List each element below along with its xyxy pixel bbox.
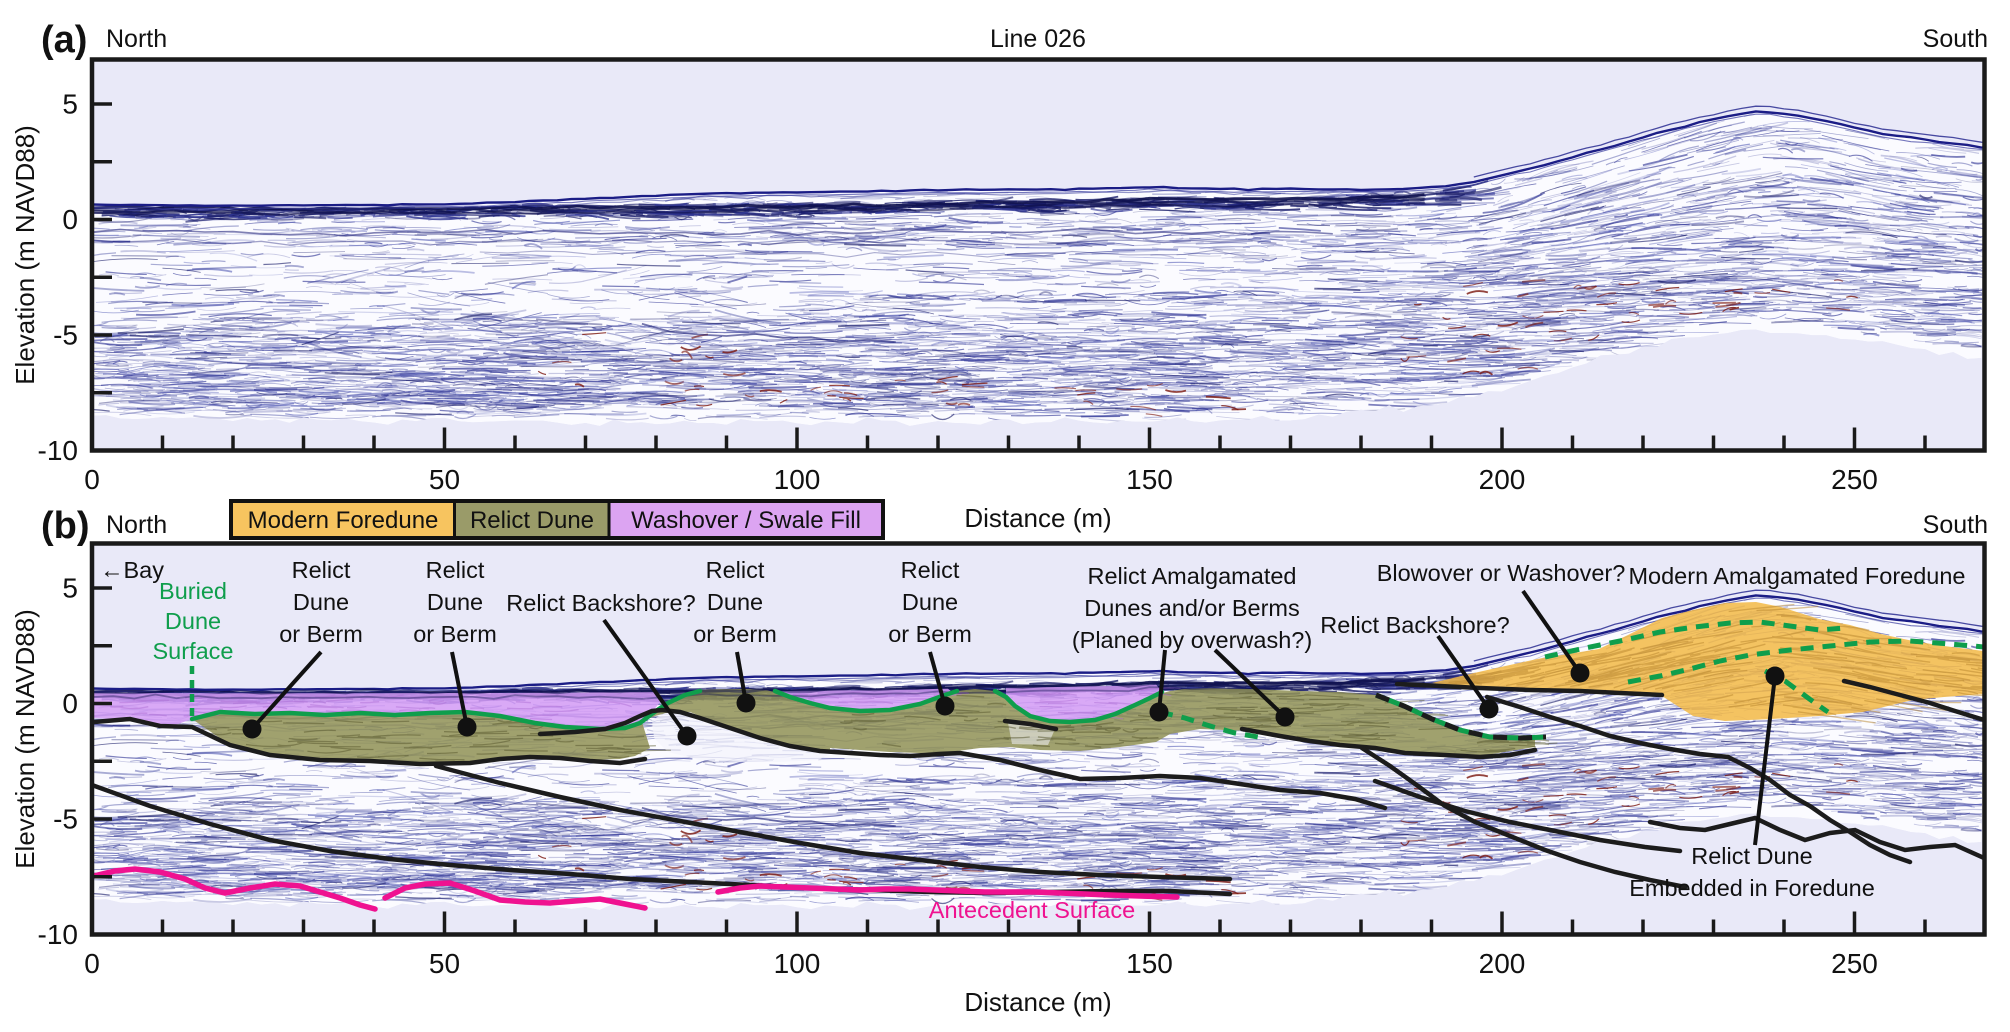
svg-text:or Berm: or Berm [279, 621, 363, 647]
svg-text:Relict Backshore?: Relict Backshore? [506, 590, 695, 616]
svg-text:0: 0 [84, 464, 100, 495]
svg-text:50: 50 [429, 464, 460, 495]
svg-text:-5: -5 [53, 803, 78, 834]
svg-text:Dune: Dune [902, 589, 958, 615]
svg-text:50: 50 [429, 948, 460, 979]
svg-text:Relict Backshore?: Relict Backshore? [1320, 612, 1509, 638]
svg-text:Relict: Relict [292, 557, 351, 583]
svg-text:0: 0 [84, 948, 100, 979]
svg-text:Modern Foredune: Modern Foredune [248, 507, 439, 534]
svg-text:-5: -5 [53, 319, 78, 350]
svg-text:Line 026: Line 026 [990, 25, 1086, 53]
svg-text:250: 250 [1831, 464, 1878, 495]
svg-text:or Berm: or Berm [693, 621, 777, 647]
svg-text:Buried: Buried [159, 578, 227, 604]
svg-text:0: 0 [62, 204, 78, 235]
svg-text:150: 150 [1126, 464, 1173, 495]
svg-text:Elevation (m NAVD88): Elevation (m NAVD88) [10, 125, 40, 385]
svg-text:Surface: Surface [153, 638, 234, 664]
svg-text:Washover / Swale Fill: Washover / Swale Fill [631, 507, 861, 534]
svg-text:5: 5 [62, 88, 78, 119]
svg-text:Dune: Dune [293, 589, 349, 615]
svg-text:←Bay: ←Bay [100, 557, 164, 583]
svg-text:Relict: Relict [706, 557, 765, 583]
svg-text:Elevation (m NAVD88): Elevation (m NAVD88) [10, 609, 40, 869]
svg-text:(b): (b) [41, 505, 90, 547]
svg-text:Dunes and/or Berms: Dunes and/or Berms [1084, 595, 1300, 621]
svg-text:Distance (m): Distance (m) [964, 987, 1111, 1017]
svg-text:(a): (a) [41, 19, 87, 61]
svg-text:150: 150 [1126, 948, 1173, 979]
svg-text:North: North [106, 25, 167, 53]
svg-text:South: South [1923, 511, 1988, 539]
svg-text:Relict Dune: Relict Dune [470, 507, 594, 534]
svg-text:Modern Amalgamated Foredune: Modern Amalgamated Foredune [1628, 563, 1965, 589]
svg-text:Relict Amalgamated: Relict Amalgamated [1088, 563, 1297, 589]
svg-text:Relict: Relict [901, 557, 960, 583]
svg-text:North: North [106, 511, 167, 539]
svg-text:South: South [1923, 25, 1988, 53]
svg-text:100: 100 [774, 464, 821, 495]
svg-text:Antecedent Surface: Antecedent Surface [929, 897, 1135, 923]
svg-text:Embedded in Foredune: Embedded in Foredune [1629, 875, 1875, 901]
svg-text:(Planed by overwash?): (Planed by overwash?) [1072, 627, 1312, 653]
svg-text:or Berm: or Berm [413, 621, 497, 647]
svg-text:or Berm: or Berm [888, 621, 972, 647]
svg-text:200: 200 [1479, 948, 1526, 979]
svg-text:-10: -10 [38, 435, 78, 466]
svg-text:-10: -10 [38, 919, 78, 950]
svg-text:Blowover or Washover?: Blowover or Washover? [1377, 560, 1626, 586]
svg-text:100: 100 [774, 948, 821, 979]
svg-text:0: 0 [62, 688, 78, 719]
svg-text:200: 200 [1479, 464, 1526, 495]
svg-text:Relict Dune: Relict Dune [1691, 843, 1812, 869]
svg-text:Distance (m): Distance (m) [964, 503, 1111, 533]
svg-text:Relict: Relict [426, 557, 485, 583]
svg-text:250: 250 [1831, 948, 1878, 979]
svg-text:Dune: Dune [427, 589, 483, 615]
svg-text:Dune: Dune [707, 589, 763, 615]
svg-text:5: 5 [62, 572, 78, 603]
svg-text:Dune: Dune [165, 608, 221, 634]
